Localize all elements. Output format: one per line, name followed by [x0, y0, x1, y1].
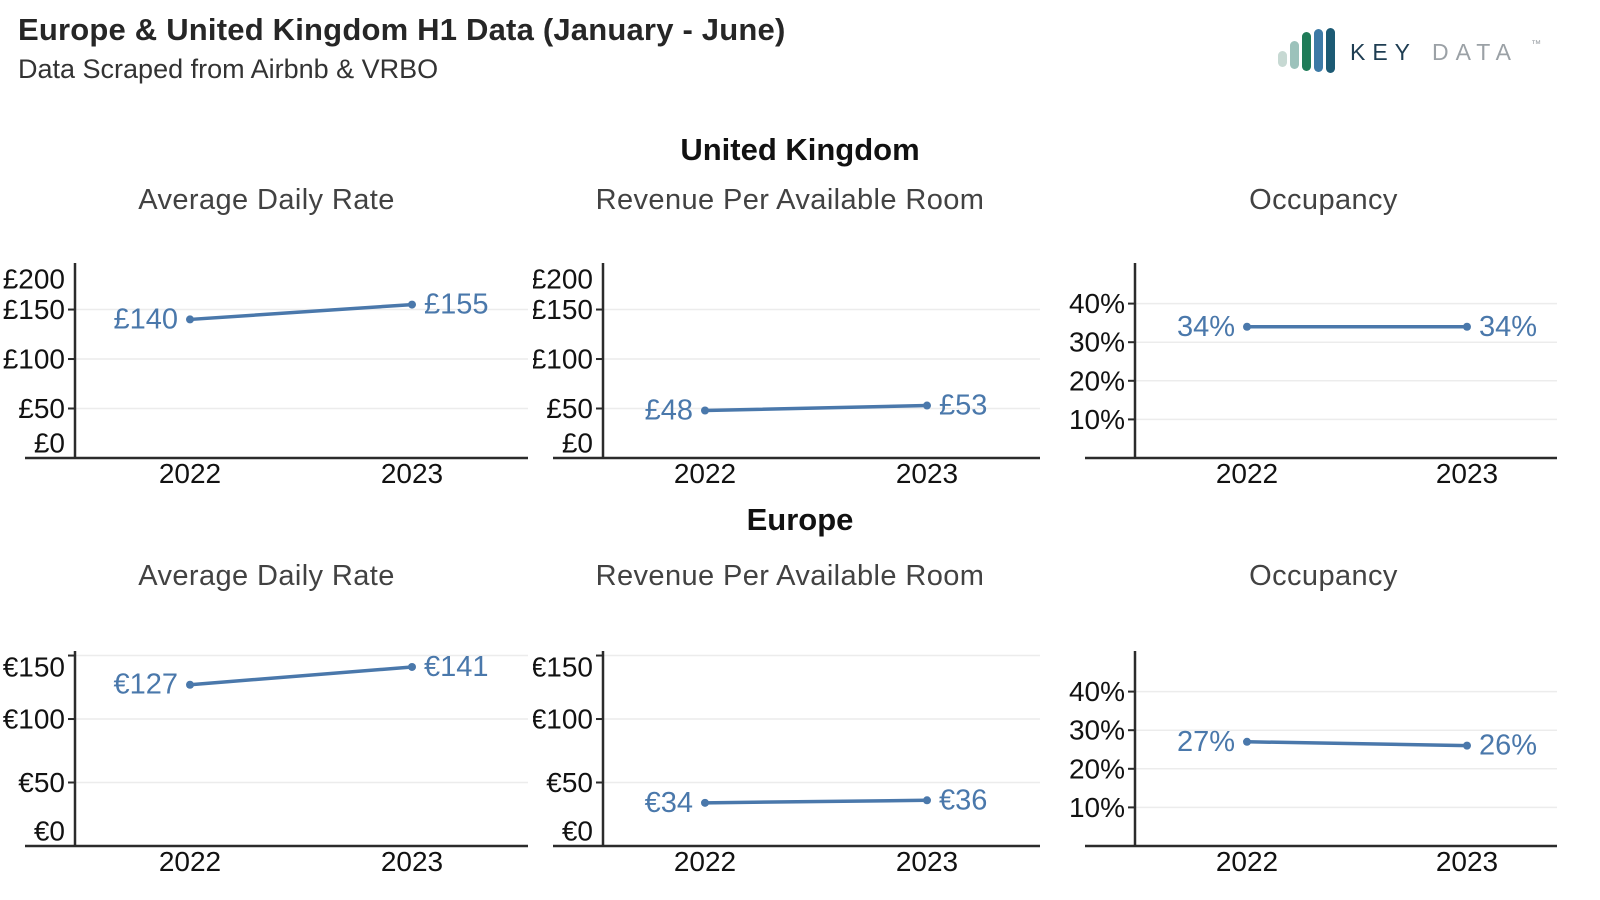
svg-text:£200: £200 — [3, 264, 65, 295]
svg-text:€0: €0 — [34, 816, 65, 847]
svg-text:£150: £150 — [3, 294, 65, 325]
svg-text:2023: 2023 — [381, 458, 443, 489]
page-subtitle: Data Scraped from Airbnb & VRBO — [18, 54, 439, 84]
svg-text:£150: £150 — [533, 294, 593, 325]
chart-title-uk-revpar: Revenue Per Available Room — [595, 184, 985, 216]
svg-text:2022: 2022 — [1216, 846, 1278, 877]
svg-text:2023: 2023 — [381, 846, 443, 877]
svg-text:€100: €100 — [3, 704, 65, 735]
svg-text:€127: €127 — [113, 669, 178, 701]
chart-uk-revenue-per-available-room: £0 £50 £100 £150£200 2022 2023 £48 £53 — [533, 263, 1040, 489]
svg-text:€141: €141 — [424, 651, 489, 683]
svg-text:40%: 40% — [1069, 288, 1125, 319]
svg-text:€150: €150 — [3, 652, 65, 683]
svg-text:£50: £50 — [18, 393, 65, 424]
svg-text:10%: 10% — [1069, 792, 1125, 823]
svg-text:10%: 10% — [1069, 404, 1125, 435]
svg-text:26%: 26% — [1479, 730, 1537, 762]
logo-text-key: KEY — [1350, 39, 1417, 65]
logo-bar-icon — [1326, 28, 1335, 73]
svg-text:2022: 2022 — [159, 458, 221, 489]
svg-text:2023: 2023 — [896, 846, 958, 877]
svg-text:£100: £100 — [3, 344, 65, 375]
svg-text:€34: €34 — [645, 787, 693, 819]
svg-text:30%: 30% — [1069, 715, 1125, 746]
svg-text:20%: 20% — [1069, 365, 1125, 396]
chart-title-eu-revpar: Revenue Per Available Room — [595, 560, 985, 592]
svg-text:€36: €36 — [939, 784, 987, 816]
svg-text:€50: €50 — [18, 767, 65, 798]
svg-text:40%: 40% — [1069, 676, 1125, 707]
svg-text:£140: £140 — [113, 303, 178, 335]
chart-europe-average-daily-rate: €0 €50 €100 €150 2022 2023 €127 €141 — [3, 651, 528, 877]
svg-text:2022: 2022 — [159, 846, 221, 877]
svg-text:KEY DATA ™: KEY DATA ™ — [1350, 39, 1541, 65]
svg-text:£50: £50 — [546, 393, 593, 424]
svg-text:34%: 34% — [1479, 311, 1537, 343]
svg-text:€150: €150 — [533, 652, 593, 683]
chart-europe-occupancy: 10% 20% 30% 40% 2022 2023 27% 26% — [1069, 651, 1557, 877]
svg-text:£0: £0 — [562, 428, 593, 459]
svg-text:€100: €100 — [533, 704, 593, 735]
chart-title-eu-occupancy: Occupancy — [1249, 560, 1398, 592]
svg-text:20%: 20% — [1069, 753, 1125, 784]
chart-titles-row-europe: Average Daily Rate Revenue Per Available… — [0, 560, 1600, 593]
page-title: Europe & United Kingdom H1 Data (January… — [18, 12, 786, 47]
logo-bar-icon — [1278, 51, 1287, 67]
section-label-europe: Europe — [746, 502, 854, 537]
svg-text:€0: €0 — [562, 816, 593, 847]
logo-bar-icon — [1314, 29, 1323, 72]
svg-text:2022: 2022 — [1216, 458, 1278, 489]
logo-trademark: ™ — [1531, 39, 1541, 50]
svg-text:30%: 30% — [1069, 327, 1125, 358]
charts-row-uk: £0 £50 £100 £150 £200 2022 2023 £140 £155 £0 £50 £… — [0, 228, 1600, 490]
section-label-united-kingdom: United Kingdom — [680, 132, 920, 167]
svg-text:2023: 2023 — [896, 458, 958, 489]
svg-text:34%: 34% — [1177, 311, 1235, 343]
svg-text:£200: £200 — [533, 264, 593, 295]
svg-text:£0: £0 — [34, 428, 65, 459]
svg-text:27%: 27% — [1177, 726, 1235, 758]
svg-text:£155: £155 — [424, 289, 489, 321]
chart-title-uk-occupancy: Occupancy — [1249, 184, 1398, 216]
chart-uk-average-daily-rate: £0 £50 £100 £150£200 2022 2023 £140 £155 — [3, 263, 528, 489]
chart-europe-revenue-per-available-room: €0 €50 €100 €150 2022 2023 €34 €36 — [533, 651, 1040, 877]
charts-row-europe: €0 €50 €100 €150 2022 2023 €127 €141 €0 €50 €100 €… — [0, 616, 1600, 878]
svg-text:2022: 2022 — [674, 458, 736, 489]
chart-title-uk-adr: Average Daily Rate — [138, 184, 395, 216]
svg-text:£48: £48 — [645, 394, 693, 426]
svg-text:€50: €50 — [546, 767, 593, 798]
logo-bar-icon — [1302, 32, 1311, 71]
keydata-logo: KEY DATA ™ — [1278, 28, 1541, 73]
svg-text:£53: £53 — [939, 390, 987, 422]
svg-text:2023: 2023 — [1436, 458, 1498, 489]
chart-title-eu-adr: Average Daily Rate — [138, 560, 395, 592]
svg-text:2023: 2023 — [1436, 846, 1498, 877]
chart-titles-row-uk: Average Daily Rate Revenue Per Available… — [0, 184, 1600, 217]
svg-text:£100: £100 — [533, 344, 593, 375]
svg-text:2022: 2022 — [674, 846, 736, 877]
chart-uk-occupancy: 10% 20% 30% 40% 2022 2023 34% 34% — [1069, 263, 1557, 489]
logo-text-data: DATA — [1432, 39, 1517, 65]
logo-bar-icon — [1290, 41, 1299, 69]
